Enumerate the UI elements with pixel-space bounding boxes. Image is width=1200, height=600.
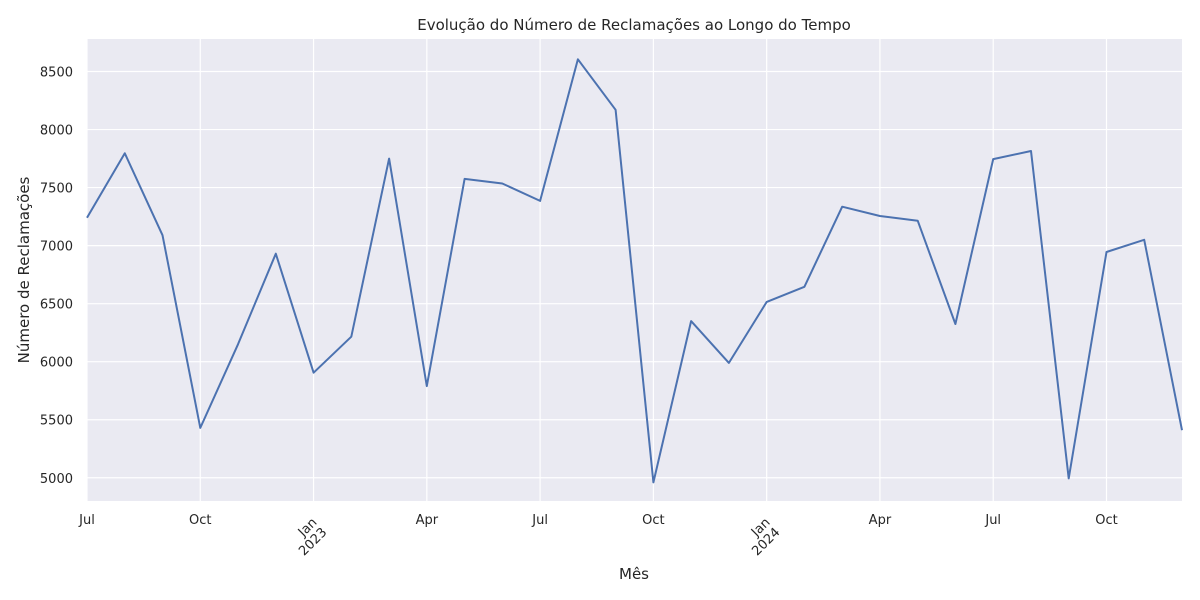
y-tick-label: 7000 [40, 240, 73, 255]
x-tick-label: Jan2023 [286, 515, 330, 559]
y-tick-label: 5000 [40, 472, 73, 487]
x-tick-label: Jul [78, 513, 95, 528]
x-tick-label: Jul [531, 513, 548, 528]
svg-text:Jan2023: Jan2023 [286, 515, 330, 559]
chart-title: Evolução do Número de Reclamações ao Lon… [417, 16, 851, 34]
x-tick-label: Oct [642, 513, 664, 528]
plot-area [87, 39, 1182, 501]
series-line [86, 58, 1183, 484]
y-tick-label: 8000 [40, 124, 73, 139]
y-tick-label: 5500 [40, 414, 73, 429]
x-axis-ticks: Jul Oct Jan2023 Apr Jul Oct Jan2024 Apr Jul Oct [78, 513, 1118, 559]
y-axis-ticks: 5000 5500 6000 6500 7000 7500 8000 8500 [40, 66, 73, 487]
y-tick-label: 6000 [40, 356, 73, 371]
x-tick-label: Apr [869, 513, 892, 528]
x-tick-label: Oct [189, 513, 211, 528]
x-tick-label: Oct [1095, 513, 1117, 528]
y-tick-label: 7500 [40, 182, 73, 197]
x-tick-label: Apr [416, 513, 439, 528]
y-tick-label: 6500 [40, 298, 73, 313]
series-layer [86, 58, 1183, 484]
svg-text:Jan2024: Jan2024 [739, 515, 783, 559]
y-axis-label: Número de Reclamações [15, 176, 33, 363]
x-axis-label: Mês [619, 565, 649, 583]
grid-lines [86, 39, 1182, 501]
x-tick-label: Jan2024 [739, 515, 783, 559]
x-tick-label: Jul [984, 513, 1001, 528]
y-tick-label: 8500 [40, 66, 73, 81]
